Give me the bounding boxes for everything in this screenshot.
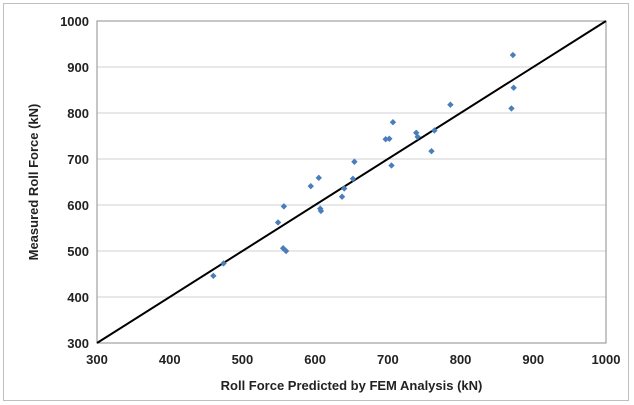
y-axis-title: Measured Roll Force (kN) [26, 104, 41, 261]
reference-line [96, 20, 607, 344]
data-points [210, 51, 517, 280]
data-point-16 [388, 162, 395, 169]
data-point-17 [389, 119, 397, 126]
y-tick-900: 900 [67, 60, 89, 75]
y-tick-1000: 1000 [60, 14, 89, 29]
data-point-20 [428, 147, 435, 155]
y-tick-500: 500 [67, 244, 89, 259]
x-tick-300: 300 [86, 352, 108, 367]
y-tick-300: 300 [67, 336, 89, 351]
y-tick-600: 600 [67, 198, 89, 213]
x-tick-500: 500 [232, 352, 254, 367]
grid-lines [97, 66, 606, 298]
y-tick-400: 400 [67, 290, 89, 305]
y-tick-labels: 300 400 500 600 700 800 900 1000 [60, 14, 89, 351]
data-point-10 [338, 193, 346, 200]
data-point-23 [508, 105, 515, 112]
data-point-22 [447, 101, 454, 108]
y-tick-700: 700 [67, 152, 89, 167]
y-tick-800: 800 [67, 106, 89, 121]
x-tick-400: 400 [159, 352, 181, 367]
chart-frame [3, 3, 629, 401]
data-point-6 [307, 182, 314, 190]
data-point-12 [349, 175, 357, 182]
data-point-5 [282, 247, 290, 255]
data-point-24 [509, 51, 517, 59]
x-tick-600: 600 [304, 352, 326, 367]
data-point-4 [280, 203, 288, 210]
data-point-21 [431, 127, 438, 134]
data-point-15 [386, 135, 393, 142]
data-point-1 [220, 260, 227, 267]
x-tick-labels: 300 400 500 600 700 800 900 1000 [86, 352, 620, 367]
plot-area [96, 20, 607, 344]
data-point-0 [210, 272, 217, 280]
x-tick-900: 900 [522, 352, 544, 367]
data-point-7 [315, 174, 322, 182]
x-tick-800: 800 [450, 352, 472, 367]
data-point-19 [414, 133, 421, 141]
data-point-2 [274, 219, 282, 226]
x-tick-700: 700 [377, 352, 399, 367]
data-point-13 [351, 158, 358, 165]
data-point-11 [341, 185, 348, 192]
x-tick-1000: 1000 [592, 352, 621, 367]
x-axis-title: Roll Force Predicted by FEM Analysis (kN… [221, 378, 483, 393]
data-point-9 [317, 207, 325, 215]
data-point-25 [510, 84, 517, 91]
